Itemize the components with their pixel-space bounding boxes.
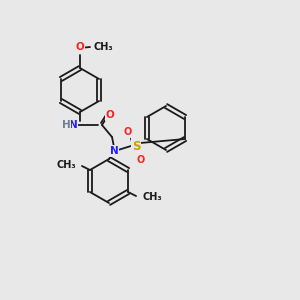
Text: CH₃: CH₃ xyxy=(142,192,162,202)
Text: O: O xyxy=(124,127,132,137)
Text: S: S xyxy=(132,140,140,152)
Text: CH₃: CH₃ xyxy=(56,160,76,170)
Text: H: H xyxy=(61,120,70,130)
Text: CH₃: CH₃ xyxy=(94,42,114,52)
Text: O: O xyxy=(137,155,145,165)
Text: N: N xyxy=(110,146,118,156)
Text: O: O xyxy=(106,110,114,120)
Text: N: N xyxy=(69,120,77,130)
Text: O: O xyxy=(76,42,84,52)
